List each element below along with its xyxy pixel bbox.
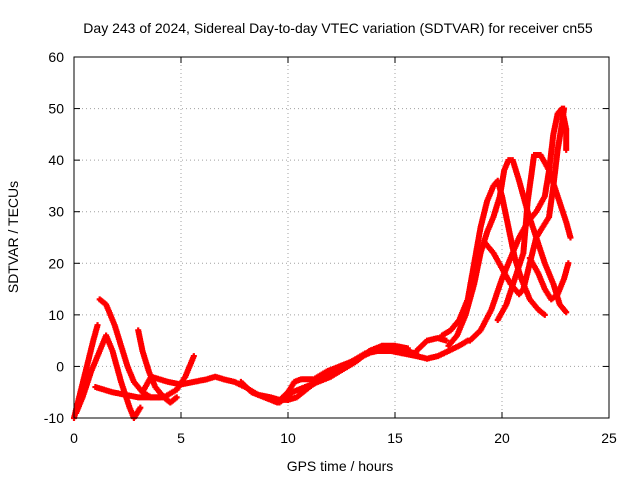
series-trace	[277, 342, 409, 405]
grid-lines	[74, 57, 609, 418]
x-tick-label: 20	[494, 430, 510, 446]
y-tick-label: 10	[48, 307, 64, 323]
series-arc-h	[276, 342, 411, 406]
x-tick-label: 0	[70, 430, 78, 446]
y-tick-label: 40	[48, 152, 64, 168]
data-marks	[71, 105, 574, 421]
axis-ticks: 0 5 10 15 20 25 -10 0 10 20 30 40 50 60	[44, 49, 617, 446]
series-trace	[495, 152, 573, 322]
series-trace	[98, 297, 161, 401]
series-trace	[414, 335, 448, 353]
series-arc-e	[135, 327, 180, 406]
x-axis-label: GPS time / hours	[287, 458, 394, 474]
y-tick-label: 50	[48, 101, 64, 117]
series-arc-n	[494, 151, 574, 324]
series-arc-o	[526, 255, 572, 303]
series-trace	[483, 107, 567, 296]
chart-title: Day 243 of 2024, Sidereal Day-to-day VTE…	[83, 20, 593, 36]
y-tick-label: 60	[48, 49, 64, 65]
y-tick-label: 30	[48, 204, 64, 220]
y-tick-label: 0	[56, 358, 64, 374]
y-axis-label: SDTVAR / TECUs	[5, 181, 21, 293]
series-arc-b	[71, 322, 101, 421]
y-tick-label: 20	[48, 255, 64, 271]
x-tick-label: 25	[601, 430, 617, 446]
series-arc-d	[96, 296, 163, 401]
series-arc-i	[413, 335, 450, 354]
x-tick-label: 10	[280, 430, 296, 446]
plot-frame	[73, 56, 610, 419]
x-tick-label: 5	[177, 430, 185, 446]
series-trace	[527, 256, 571, 302]
y-tick-label: -10	[44, 410, 64, 426]
x-tick-label: 15	[387, 430, 403, 446]
